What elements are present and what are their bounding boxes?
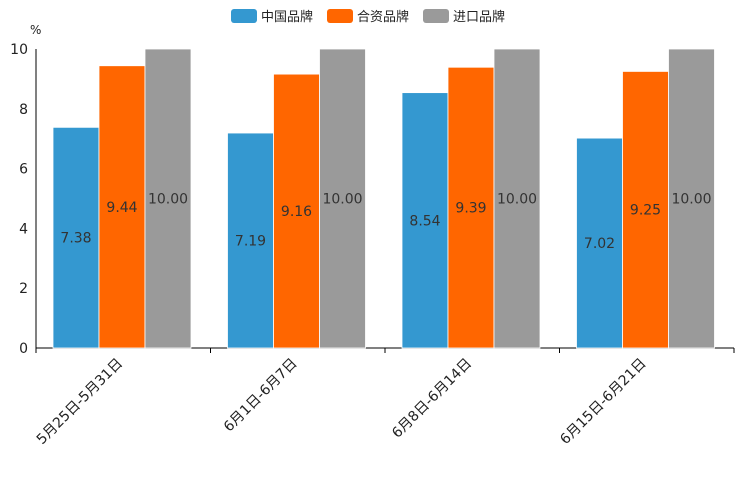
bar-3-4 [668,48,715,349]
bar-value-label: 9.39 [455,201,486,217]
bar-value-label: 8.54 [409,213,440,229]
bar-2-1 [98,65,146,349]
bar-1-1 [52,126,100,349]
legend-swatch-1 [231,9,257,23]
legend-label-2: 合资品牌 [357,9,409,25]
x-category-label: 5月25日-5月31日 [34,356,126,448]
bar-value-label: 10.00 [148,192,188,208]
bar-1-4 [576,137,623,349]
legend: 中国品牌 合资品牌 进口品牌 [231,9,505,25]
y-tick-label: 4 [19,221,28,237]
legend-swatch-3 [423,9,449,23]
bar-3-3 [493,48,541,349]
x-category-label: 6月1日-6月7日 [221,356,301,436]
bar-2-3 [447,66,495,349]
bar-value-label: 9.44 [106,200,137,216]
bar-2-4 [622,71,669,349]
legend-label-1: 中国品牌 [261,9,313,25]
bar-3-2 [319,48,366,349]
data-labels: 7.38 7.19 8.54 7.02 9.44 9.16 9.39 9.25 10.00 10.… [60,192,711,253]
x-category-label: 6月8日-6月14日 [389,356,475,442]
bar-value-label: 9.25 [630,203,661,219]
bar-value-label: 10.00 [671,192,711,208]
bar-value-label: 10.00 [497,192,537,208]
legend-label-3: 进口品牌 [453,9,505,25]
bar-3-1 [144,48,192,349]
bar-value-label: 7.19 [235,234,266,250]
y-axis-unit-label: % [30,23,41,37]
legend-swatch-2 [327,9,353,23]
bar-2-2 [273,73,320,349]
bar-value-label: 7.02 [584,236,615,252]
bar-1-3 [401,92,449,349]
y-tick-label: 8 [19,102,28,118]
x-category-label: 6月15日-6月21日 [557,356,649,448]
bar-value-label: 10.00 [322,192,362,208]
y-tick-label: 0 [19,341,28,357]
bar-value-label: 7.38 [60,231,91,247]
bar-value-label: 9.16 [281,204,312,220]
y-tick-label: 10 [10,42,28,58]
bars [52,48,715,349]
y-tick-label: 6 [19,162,28,178]
y-tick-label: 2 [19,281,28,297]
